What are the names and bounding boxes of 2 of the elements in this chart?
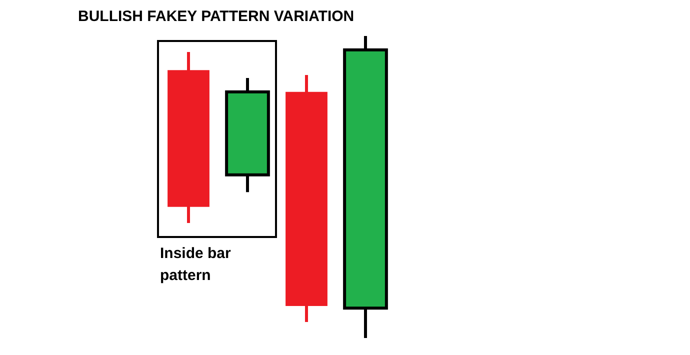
chart-title: BULLISH FAKEY PATTERN VARIATION [78, 8, 354, 25]
annotation: Inside bar pattern [160, 244, 232, 286]
